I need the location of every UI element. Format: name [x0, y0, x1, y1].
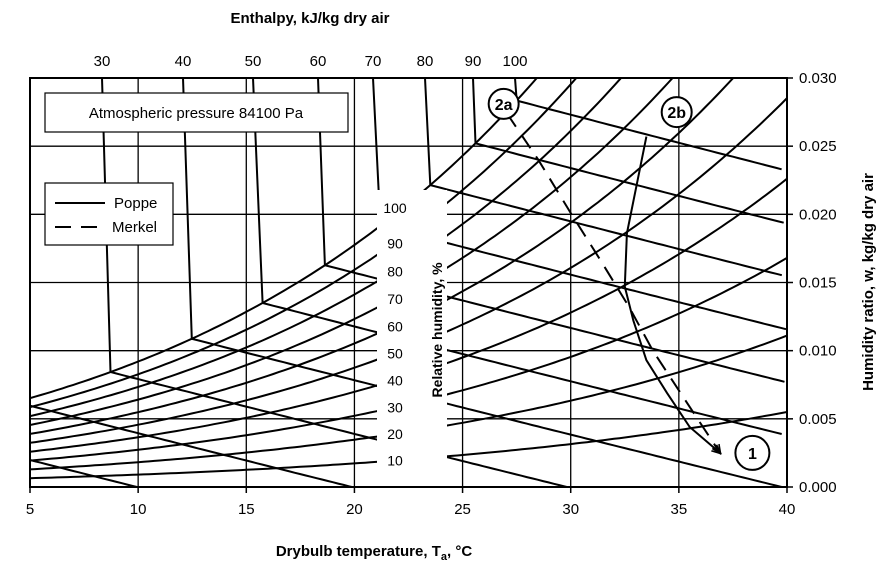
series-poppe — [623, 136, 720, 453]
legend-merkel: Merkel — [112, 219, 157, 236]
x-tick-label: 15 — [238, 501, 255, 518]
enthalpy-tick-label: 50 — [245, 53, 262, 70]
rh-curve-label: 40 — [387, 373, 403, 389]
state-point-label: 1 — [748, 446, 757, 463]
enthalpy-tick-label: 40 — [175, 53, 192, 70]
rh-label-mask — [377, 190, 447, 478]
state-point-marker — [660, 96, 693, 129]
enthalpy-line-10 — [30, 459, 138, 487]
rh-curve-label: 10 — [387, 453, 403, 469]
pressure-annotation: Atmospheric pressure 84100 Pa — [44, 92, 349, 133]
legend-poppe: Poppe — [114, 195, 157, 212]
x-tick-label: 20 — [346, 501, 363, 518]
rh-labels: 10 20 30 40 50 60 70 80 90 100 — [383, 200, 407, 469]
enthalpy-line-100 — [514, 78, 782, 171]
enthalpy-tick-label: 80 — [417, 53, 434, 70]
x-tick-label: 35 — [671, 501, 688, 518]
process-series: 1 2a 2b — [487, 87, 771, 471]
x-tick-label: 40 — [779, 501, 796, 518]
legend: Poppe Merkel — [44, 182, 174, 246]
state-point-label: 2b — [667, 105, 686, 122]
x-tick-label: 25 — [454, 501, 471, 518]
y-axis-title: Humidity ratio, w, kg/kg dry air — [860, 173, 877, 391]
rh-curve-label: 100 — [383, 200, 407, 216]
enthalpy-tick-label: 90 — [465, 53, 482, 70]
x-axis-title-sub: a — [441, 551, 448, 563]
x-axis-title-main: Drybulb temperature, T — [276, 543, 441, 560]
x-tick-label: 10 — [130, 501, 147, 518]
y-tick-label: 0.020 — [799, 206, 837, 223]
enthalpy-line-80 — [424, 78, 783, 277]
enthalpy-line-30 — [101, 78, 568, 487]
y-tick-label: 0.000 — [799, 479, 837, 496]
rh-curve-label: 30 — [387, 399, 403, 415]
ticks: 5 10 15 20 25 30 35 400.0000.0050.0100.0150.020… — [26, 53, 837, 518]
y-tick-label: 0.010 — [799, 343, 837, 360]
pressure-annotation-text: Atmospheric pressure 84100 Pa — [89, 105, 304, 122]
enthalpy-tick-label: 70 — [365, 53, 382, 70]
rh-curve-label: 20 — [387, 426, 403, 442]
rh-curve-label: 50 — [387, 346, 403, 362]
series-merkel — [506, 112, 720, 453]
x-axis-title-unit: , °C — [447, 543, 472, 560]
enthalpy-line-40 — [182, 78, 783, 487]
enthalpy-tick-label: 30 — [94, 53, 111, 70]
y-tick-label: 0.025 — [799, 138, 837, 155]
rh-curve-label: 60 — [387, 318, 403, 334]
y-tick-label: 0.030 — [799, 70, 837, 87]
x-tick-label: 30 — [562, 501, 579, 518]
rh-curve-label: 70 — [387, 291, 403, 307]
state-point-marker — [487, 87, 520, 120]
enthalpy-tick-label: 60 — [310, 53, 327, 70]
x-axis-title: Drybulb temperature, Ta, °C — [276, 543, 472, 563]
rh-curve-label: 90 — [387, 236, 403, 252]
y-tick-label: 0.015 — [799, 275, 837, 292]
enthalpy-line-20 — [30, 404, 353, 487]
rh-curve-label: 80 — [387, 263, 403, 279]
x-tick-label: 5 — [26, 501, 34, 518]
state-point-marker — [734, 434, 771, 471]
state-point-label: 2a — [495, 97, 513, 114]
enthalpy-tick-label: 100 — [502, 53, 527, 70]
rh-axis-label: Relative humidity, % — [429, 262, 445, 398]
y-tick-label: 0.005 — [799, 411, 837, 428]
enthalpy-line-90 — [472, 78, 784, 224]
top-axis-title: Enthalpy, kJ/kg dry air — [231, 10, 390, 27]
